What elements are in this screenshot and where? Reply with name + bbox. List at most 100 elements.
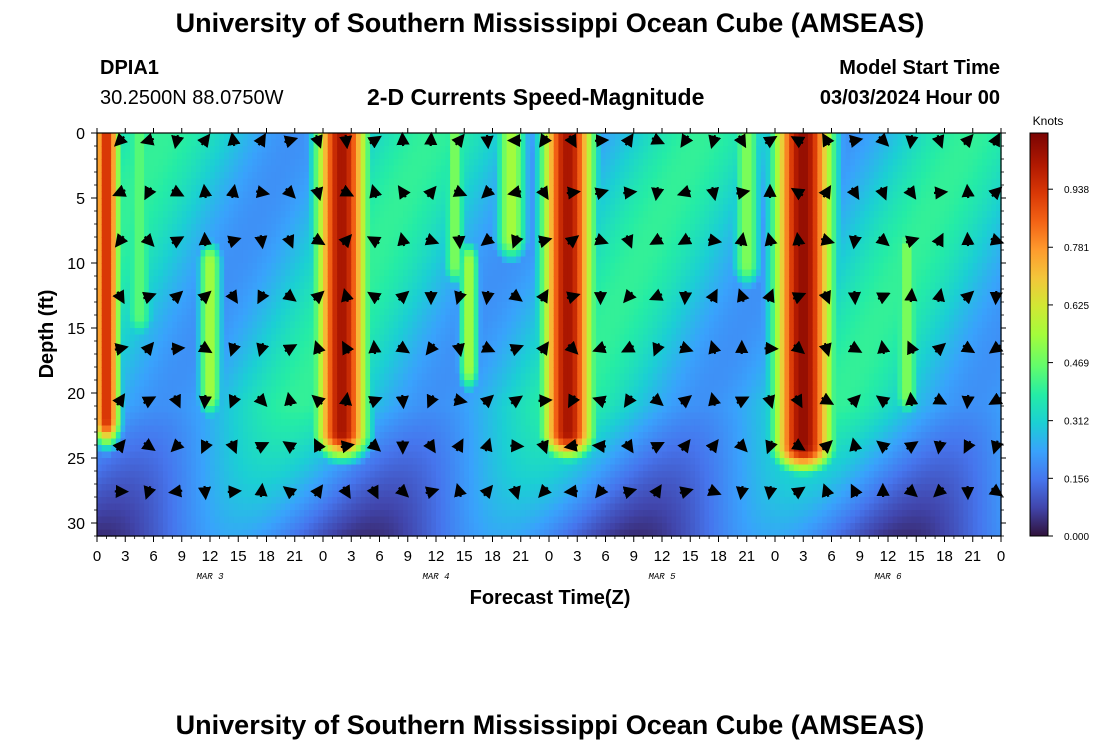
heatmap-cell	[436, 347, 442, 355]
heatmap-cell	[299, 425, 305, 433]
heatmap-cell	[205, 250, 211, 258]
heatmap-cell	[379, 152, 385, 160]
heatmap-cell	[388, 373, 395, 381]
heatmap-cell	[440, 269, 447, 277]
heatmap-cell	[191, 490, 197, 498]
heatmap-cell	[233, 230, 239, 238]
heatmap-cell	[242, 230, 249, 238]
heatmap-cell	[351, 503, 357, 511]
heatmap-cell	[450, 406, 456, 414]
heatmap-cell	[327, 471, 334, 479]
heatmap-cell	[459, 204, 465, 212]
heatmap-cell	[464, 380, 470, 388]
heatmap-cell	[261, 412, 268, 420]
heatmap-cell	[412, 497, 418, 505]
heatmap-cell	[346, 360, 352, 368]
heatmap-cell	[224, 490, 230, 498]
heatmap-cell	[426, 432, 432, 440]
heatmap-cell	[148, 471, 155, 479]
heatmap-cell	[431, 438, 437, 446]
heatmap-cell	[459, 321, 465, 329]
heatmap-cell	[101, 412, 108, 420]
heatmap-cell	[327, 308, 334, 316]
heatmap-cell	[299, 516, 305, 524]
heatmap-cell	[323, 445, 329, 453]
heatmap-cell	[337, 503, 343, 511]
heatmap-cell	[313, 256, 319, 264]
heatmap-cell	[431, 165, 437, 173]
heatmap-cell	[294, 237, 301, 245]
heatmap-cell	[257, 165, 263, 173]
heatmap-cell	[200, 152, 206, 160]
heatmap-cell	[290, 321, 296, 329]
heatmap-cell	[238, 347, 244, 355]
heatmap-cell	[407, 399, 414, 407]
heatmap-cell	[275, 250, 282, 258]
heatmap-cell	[388, 256, 395, 264]
heatmap-cell	[351, 204, 357, 212]
heatmap-cell	[106, 438, 112, 446]
heatmap-cell	[153, 185, 159, 193]
heatmap-cell	[346, 406, 352, 414]
heatmap-cell	[97, 334, 103, 342]
heatmap-cell	[332, 471, 338, 479]
heatmap-cell	[233, 471, 239, 479]
heatmap-cell	[242, 373, 249, 381]
heatmap-cell	[473, 289, 479, 297]
heatmap-cell	[299, 458, 305, 466]
heatmap-cell	[125, 191, 131, 199]
heatmap-cell	[332, 529, 338, 537]
heatmap-cell	[195, 529, 202, 537]
heatmap-cell	[219, 139, 225, 147]
heatmap-cell	[101, 139, 108, 147]
heatmap-cell	[153, 282, 159, 290]
heatmap-cell	[327, 510, 334, 518]
heatmap-cell	[162, 276, 169, 284]
heatmap-cell	[393, 302, 399, 310]
heatmap-cell	[195, 172, 202, 180]
heatmap-cell	[125, 412, 131, 420]
heatmap-cell	[172, 230, 178, 238]
heatmap-cell	[407, 503, 414, 511]
heatmap-cell	[313, 243, 319, 251]
heatmap-cell	[186, 282, 192, 290]
heatmap-cell	[318, 243, 324, 251]
heatmap-cell	[468, 484, 475, 492]
heatmap-cell	[417, 354, 423, 362]
heatmap-cell	[181, 406, 188, 414]
heatmap-cell	[360, 230, 366, 238]
heatmap-cell	[261, 211, 268, 219]
heatmap-cell	[266, 204, 272, 212]
heatmap-cell	[224, 360, 230, 368]
heatmap-cell	[97, 516, 103, 524]
heatmap-cell	[139, 165, 145, 173]
heatmap-cell	[290, 269, 296, 277]
heatmap-cell	[332, 133, 338, 141]
heatmap-cell	[129, 172, 136, 180]
heatmap-cell	[332, 185, 338, 193]
heatmap-cell	[436, 497, 442, 505]
heatmap-cell	[191, 425, 197, 433]
heatmap-cell	[257, 178, 263, 186]
heatmap-cell	[158, 185, 164, 193]
heatmap-cell	[106, 295, 112, 303]
heatmap-cell	[247, 152, 253, 160]
heatmap-cell	[308, 328, 315, 336]
heatmap-cell	[181, 451, 188, 459]
heatmap-cell	[219, 497, 225, 505]
heatmap-cell	[365, 172, 371, 180]
heatmap-cell	[454, 282, 461, 290]
heatmap-cell	[440, 308, 447, 316]
heatmap-cell	[139, 315, 145, 323]
heatmap-cell	[468, 373, 475, 381]
heatmap-cell	[214, 178, 221, 186]
heatmap-cell	[224, 204, 230, 212]
heatmap-cell	[177, 185, 183, 193]
heatmap-cell	[407, 243, 414, 251]
heatmap-cell	[125, 445, 131, 453]
heatmap-cell	[195, 354, 202, 362]
heatmap-cell	[280, 334, 286, 342]
heatmap-cell	[308, 471, 315, 479]
heatmap-cell	[473, 178, 479, 186]
heatmap-cell	[355, 477, 362, 485]
